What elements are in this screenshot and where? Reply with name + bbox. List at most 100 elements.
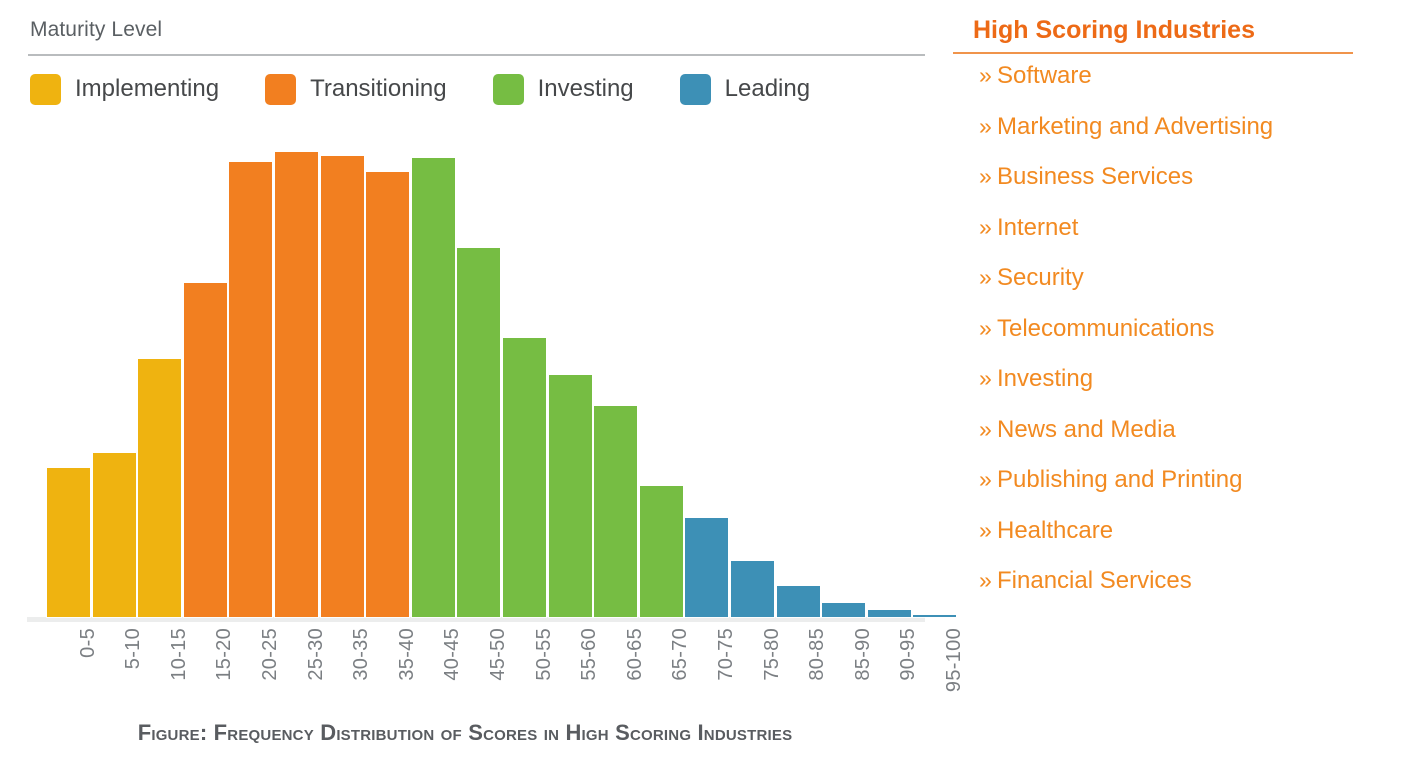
industry-name: Internet: [997, 213, 1079, 241]
industry-name: Financial Services: [997, 567, 1192, 594]
bar-column[interactable]: [92, 140, 136, 617]
x-tick-70-75: 70-75: [714, 628, 737, 681]
bar-column[interactable]: [275, 140, 318, 617]
industry-name: Software: [997, 62, 1092, 89]
x-tick-45-50: 45-50: [486, 628, 509, 681]
x-tick-15-20: 15-20: [213, 628, 236, 681]
industry-list-panel: High Scoring Industries » Software» Market…: [945, 0, 1401, 772]
bar-column[interactable]: [411, 140, 455, 617]
x-tick-20-25: 20-25: [258, 628, 281, 681]
bar-55-60[interactable]: [548, 375, 592, 617]
bar-35-40[interactable]: [366, 172, 410, 617]
bar-column[interactable]: [183, 140, 227, 617]
bar-column[interactable]: [639, 140, 683, 617]
bar-column[interactable]: [731, 140, 774, 617]
chevron-double-right-icon: »: [979, 112, 992, 139]
bar-90-95[interactable]: [867, 609, 911, 617]
legend-swatch-icon: [30, 73, 61, 105]
bar-5-10[interactable]: [92, 452, 136, 617]
x-tick-55-60: 55-60: [578, 628, 601, 681]
x-tick-0-5: 0-5: [76, 628, 99, 658]
list-item[interactable]: » Financial Services: [955, 567, 1375, 618]
legend-item-transitioning[interactable]: Transitioning: [265, 73, 493, 105]
industry-list: » Software» Marketing and Advertising» Busi…: [955, 62, 1375, 618]
legend-item-leading[interactable]: Leading: [679, 73, 856, 105]
chevron-double-right-icon: »: [979, 163, 992, 189]
chevron-double-right-icon: »: [979, 567, 992, 593]
list-item[interactable]: » Software: [955, 62, 1375, 113]
chevron-double-right-icon: »: [979, 314, 992, 341]
legend-divider: [28, 54, 925, 56]
bar-column[interactable]: [913, 140, 957, 617]
legend-swatch-icon: [492, 73, 524, 105]
list-item[interactable]: » Marketing and Advertising: [955, 113, 1375, 164]
plot-area: 0-5 5-10 10-15 15-20 20-25 25-30 30-35 35-40 40-…: [27, 140, 965, 692]
list-item[interactable]: » Internet: [955, 214, 1375, 265]
bar-65-70[interactable]: [639, 486, 683, 617]
bar-85-90[interactable]: [822, 602, 866, 617]
bar-column[interactable]: [47, 140, 90, 617]
bar-column[interactable]: [320, 140, 364, 617]
x-tick-50-55: 50-55: [532, 628, 555, 681]
bar-45-50[interactable]: [457, 247, 501, 617]
legend-swatch-icon: [265, 73, 297, 105]
chevron-double-right-icon: »: [979, 516, 992, 543]
bar-75-80[interactable]: [731, 561, 774, 617]
x-tick-35-40: 35-40: [395, 628, 418, 681]
bar-column[interactable]: [457, 140, 501, 617]
bar-column[interactable]: [138, 140, 182, 617]
bar-40-45[interactable]: [411, 158, 455, 617]
industry-name: Publishing and Printing: [997, 466, 1243, 493]
bar-column[interactable]: [594, 140, 638, 617]
chevron-double-right-icon: »: [979, 466, 992, 492]
list-item[interactable]: » Publishing and Printing: [955, 466, 1375, 517]
bar-column[interactable]: [503, 140, 546, 617]
list-item[interactable]: » News and Media: [955, 416, 1375, 467]
list-item[interactable]: » Healthcare: [955, 517, 1375, 568]
industry-name: Telecommunications: [997, 314, 1215, 342]
legend-item-label: Implementing: [75, 75, 220, 102]
bar-0-5[interactable]: [47, 467, 90, 617]
industry-name: News and Media: [997, 415, 1176, 443]
chevron-double-right-icon: »: [979, 415, 992, 442]
x-tick-85-90: 85-90: [851, 628, 874, 681]
bar-column[interactable]: [685, 140, 729, 617]
bar-60-65[interactable]: [594, 405, 638, 617]
bar-20-25[interactable]: [229, 162, 273, 617]
industry-list-title: High Scoring Industries: [973, 16, 1255, 44]
chart-legend: Implementing Transitioning Investing Leadin…: [30, 68, 856, 110]
list-item[interactable]: » Telecommunications: [955, 315, 1375, 366]
bar-10-15[interactable]: [138, 359, 182, 617]
bar-column[interactable]: [867, 140, 911, 617]
bar-30-35[interactable]: [320, 156, 364, 617]
bar-15-20[interactable]: [183, 283, 227, 617]
bar-95-100[interactable]: [913, 614, 957, 617]
legend-item-label: Investing: [537, 75, 634, 102]
chevron-double-right-icon: »: [979, 213, 992, 240]
bar-column[interactable]: [229, 140, 273, 617]
industry-name: Healthcare: [997, 516, 1114, 544]
x-tick-5-10: 5-10: [122, 628, 145, 670]
bar-50-55[interactable]: [503, 337, 546, 617]
bar-column[interactable]: [548, 140, 592, 617]
industry-list-divider: [953, 52, 1353, 54]
list-item[interactable]: » Security: [955, 264, 1375, 315]
industry-name: Business Services: [997, 163, 1194, 190]
list-item[interactable]: » Business Services: [955, 163, 1375, 214]
legend-item-implementing[interactable]: Implementing: [30, 73, 265, 105]
x-tick-30-35: 30-35: [350, 628, 373, 681]
bar-column[interactable]: [776, 140, 820, 617]
bar-column[interactable]: [822, 140, 866, 617]
x-tick-40-45: 40-45: [441, 628, 464, 681]
bar-80-85[interactable]: [776, 585, 820, 617]
bar-column[interactable]: [366, 140, 410, 617]
bar-25-30[interactable]: [275, 152, 318, 617]
x-axis-baseline: [27, 617, 925, 622]
legend-item-label: Transitioning: [310, 75, 447, 102]
chevron-double-right-icon: »: [979, 62, 992, 88]
list-item[interactable]: » Investing: [955, 365, 1375, 416]
x-tick-80-85: 80-85: [806, 628, 829, 681]
bar-70-75[interactable]: [685, 517, 729, 617]
legend-item-investing[interactable]: Investing: [492, 73, 680, 105]
